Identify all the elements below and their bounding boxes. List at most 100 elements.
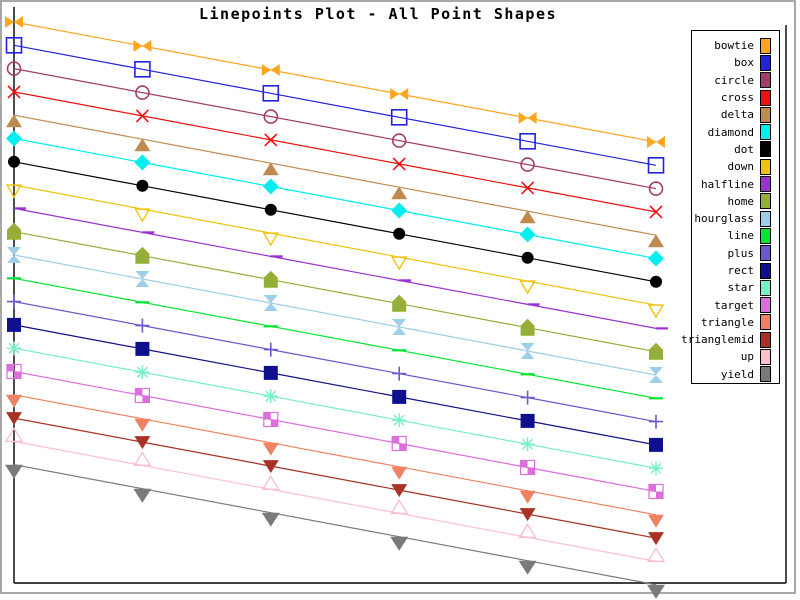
series-line-target xyxy=(13,370,657,493)
legend-item-hourglass: hourglass xyxy=(692,210,779,227)
marker-dot-icon xyxy=(393,227,406,240)
legend-item-bowtie: bowtie xyxy=(692,37,779,54)
marker-triangle-icon xyxy=(134,418,151,432)
marker-box-icon xyxy=(647,157,665,174)
marker-triangle-icon xyxy=(391,466,408,480)
legend-color-swatch xyxy=(760,331,771,348)
marker-triangle-icon xyxy=(262,442,279,456)
marker-box-icon xyxy=(262,85,280,102)
marker-yield-icon xyxy=(261,512,280,527)
legend-color-swatch xyxy=(760,37,771,54)
marker-yield-icon xyxy=(390,536,409,551)
legend-color-swatch xyxy=(760,297,771,314)
marker-hourglass-icon xyxy=(649,367,663,383)
marker-cross-icon xyxy=(264,133,278,147)
marker-down-icon xyxy=(647,304,665,319)
marker-yield-icon xyxy=(518,560,537,575)
legend-color-swatch xyxy=(760,158,771,175)
marker-yield-icon xyxy=(133,488,152,503)
legend-item-circle: circle xyxy=(692,72,779,89)
marker-target-icon xyxy=(649,484,656,492)
marker-star-icon xyxy=(7,341,21,356)
legend-color-swatch xyxy=(760,348,771,365)
marker-star-icon xyxy=(392,413,407,428)
marker-target-icon xyxy=(7,364,14,372)
legend-item-yield: yield xyxy=(692,366,779,383)
marker-home-icon xyxy=(135,246,150,264)
legend-label: box xyxy=(734,56,754,70)
marker-target-icon xyxy=(520,460,528,468)
legend-item-up: up xyxy=(692,348,779,365)
marker-rect-icon xyxy=(135,341,150,356)
legend-item-target: target xyxy=(692,296,779,314)
marker-rect-icon xyxy=(263,365,278,380)
marker-dot-icon xyxy=(264,203,277,216)
marker-delta-icon xyxy=(262,162,279,176)
marker-dot-icon xyxy=(8,155,20,168)
legend-color-swatch xyxy=(760,227,771,244)
marker-hourglass-icon xyxy=(7,247,21,263)
marker-home-icon xyxy=(649,342,663,360)
legend-color-swatch xyxy=(760,193,771,210)
legend-label: home xyxy=(727,194,755,208)
legend-color-swatch xyxy=(760,262,771,279)
marker-target-icon xyxy=(270,419,278,427)
marker-delta-icon xyxy=(519,210,536,224)
marker-delta-icon xyxy=(134,138,151,152)
legend-label: dot xyxy=(734,142,754,156)
legend-label: rect xyxy=(727,264,755,277)
marker-star-icon xyxy=(135,365,150,380)
series-line-line xyxy=(13,277,657,399)
marker-diamond-icon xyxy=(134,154,151,171)
legend-item-dot: dot xyxy=(692,141,779,158)
legend-color-swatch xyxy=(760,124,771,141)
marker-trianglemid-icon xyxy=(391,484,408,498)
series-line-hourglass xyxy=(13,254,657,376)
legend-label: hourglass xyxy=(694,212,754,226)
legend-label: triangle xyxy=(701,315,754,329)
legend-label: diamond xyxy=(707,125,754,139)
legend-color-swatch xyxy=(760,89,771,106)
legend-label: halfline xyxy=(701,177,754,191)
marker-home-icon xyxy=(392,294,407,312)
marker-trianglemid-icon xyxy=(262,460,279,474)
legend-label: bowtie xyxy=(714,39,754,53)
marker-delta-icon xyxy=(6,114,22,128)
marker-triangle-icon xyxy=(648,514,664,528)
series-line-diamond xyxy=(13,137,657,260)
marker-target-icon xyxy=(135,388,143,396)
marker-trianglemid-icon xyxy=(648,532,664,546)
marker-triangle-icon xyxy=(519,490,536,504)
marker-circle-icon xyxy=(135,85,150,100)
marker-target-icon xyxy=(527,467,535,475)
marker-plus-icon xyxy=(392,366,407,381)
marker-up-icon xyxy=(133,451,152,467)
marker-diamond-icon xyxy=(391,202,408,219)
legend-label: delta xyxy=(720,108,754,122)
legend-item-delta: delta xyxy=(692,106,779,123)
legend-color-swatch xyxy=(760,176,771,193)
marker-yield-icon xyxy=(5,464,23,479)
marker-rect-icon xyxy=(520,413,535,428)
legend-label: plus xyxy=(727,246,755,260)
legend-label: target xyxy=(714,298,754,312)
marker-dot-icon xyxy=(136,179,149,192)
marker-down-icon xyxy=(134,208,151,223)
marker-bowtie-icon xyxy=(133,40,152,52)
marker-hourglass-icon xyxy=(135,271,150,287)
marker-hourglass-icon xyxy=(520,343,535,359)
series-line-halfline xyxy=(13,207,657,329)
legend-item-plus: plus xyxy=(692,245,779,262)
marker-diamond-icon xyxy=(648,250,664,267)
marker-cross-icon xyxy=(7,85,21,99)
legend-label: down xyxy=(727,160,755,174)
marker-dot-icon xyxy=(650,275,662,288)
legend-label: up xyxy=(740,350,754,364)
legend-item-cross: cross xyxy=(692,89,779,106)
marker-box-icon xyxy=(5,36,23,54)
marker-box-icon xyxy=(390,109,408,126)
marker-circle-icon xyxy=(6,61,22,76)
marker-circle-icon xyxy=(263,109,279,124)
marker-hourglass-icon xyxy=(392,319,407,335)
